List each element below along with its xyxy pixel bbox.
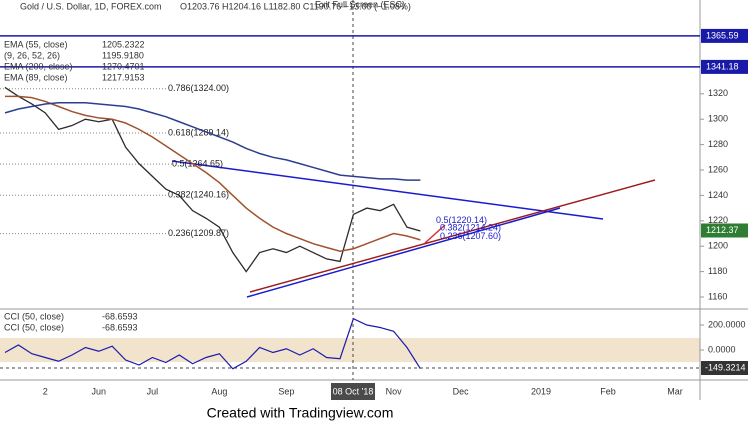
legend-name: (9, 26, 52, 26) — [4, 50, 60, 60]
x-tick-label: 2019 — [531, 386, 551, 396]
cci-legend-value: -68.6593 — [102, 311, 138, 321]
fib-label: 0.618(1289.14) — [168, 127, 229, 137]
y-tick-label: 1260 — [708, 164, 728, 174]
y-tick-label: 1240 — [708, 190, 728, 200]
fib-label: 0.236(1209.87) — [168, 228, 229, 238]
fib-label: 0.5(1264.65) — [172, 158, 223, 168]
cci-legend-value: -68.6593 — [102, 322, 138, 332]
fib-label: 0.382(1214.24) — [440, 222, 501, 232]
price-label: 1341.18 — [706, 61, 739, 71]
fib-label: 0.5(1220.14) — [436, 215, 487, 225]
ohlc: O1203.76 H1204.16 L1182.80 C1190.76 −13.… — [180, 1, 411, 11]
x-tick-label: 2 — [43, 386, 48, 396]
fib-label: 0.382(1240.16) — [168, 190, 229, 200]
last-price-box — [701, 223, 748, 238]
y-tick-label: 200.0000 — [708, 319, 746, 329]
y-tick-label: 1280 — [708, 139, 728, 149]
cci-legend-name: CCI (50, close) — [4, 322, 64, 332]
y-tick-label: 1320 — [708, 88, 728, 98]
series-line — [4, 86, 421, 273]
footer: Created with Tradingview.com — [207, 405, 394, 421]
cci-label-box — [701, 361, 748, 375]
y-tick-label: 1180 — [708, 266, 727, 276]
symbol-title: Gold / U.S. Dollar, 1D, FOREX.com — [20, 1, 162, 11]
crosshair-date-box — [331, 383, 375, 400]
y-tick-label: 1220 — [708, 215, 728, 225]
cci-label: -149.3214 — [705, 362, 746, 372]
cci-band — [0, 338, 700, 362]
x-tick-label: Feb — [600, 386, 616, 396]
legend-name: EMA (200, close) — [4, 61, 73, 71]
x-tick-label: Sep — [278, 386, 294, 396]
legend-name: EMA (89, close) — [4, 72, 68, 82]
crosshair-date: 08 Oct '18 — [333, 386, 374, 396]
last-price: 1212.37 — [706, 225, 739, 235]
legend-name: EMA (55, close) — [4, 39, 68, 49]
fib-label: 0.786(1324.00) — [168, 83, 229, 93]
price-label-box — [701, 59, 748, 74]
x-tick-label: Mar — [667, 386, 683, 396]
x-tick-label: Nov — [386, 386, 403, 396]
x-tick-label: Jun — [92, 386, 107, 396]
legend-value: 1205.2322 — [102, 39, 145, 49]
price-label-box — [701, 28, 748, 43]
x-tick-label: Aug — [211, 386, 227, 396]
legend-value: 1195.9180 — [102, 50, 144, 60]
x-tick-label: Dec — [453, 386, 470, 396]
x-tick-label: Jul — [147, 386, 159, 396]
trendline-red — [249, 179, 656, 293]
exit-fullscreen[interactable]: Exit Full Screen (ESC) — [315, 0, 405, 9]
trendline-upper — [171, 160, 604, 220]
fib-label: 0.236(1207.60) — [440, 231, 501, 241]
legend-value: 1270.4701 — [102, 61, 145, 71]
series-line — [4, 317, 421, 370]
trendline-lower — [246, 207, 561, 298]
y-tick-label: 0.0000 — [708, 344, 736, 354]
arrow — [424, 224, 446, 244]
y-tick-label: 1160 — [708, 291, 727, 301]
cci-legend-name: CCI (50, close) — [4, 311, 64, 321]
legend-value: 1217.9153 — [102, 72, 145, 82]
y-tick-label: 1300 — [708, 114, 728, 124]
series-line — [5, 95, 421, 253]
series-line — [4, 101, 421, 181]
price-label: 1365.59 — [706, 30, 739, 40]
y-tick-label: 1200 — [708, 241, 728, 251]
